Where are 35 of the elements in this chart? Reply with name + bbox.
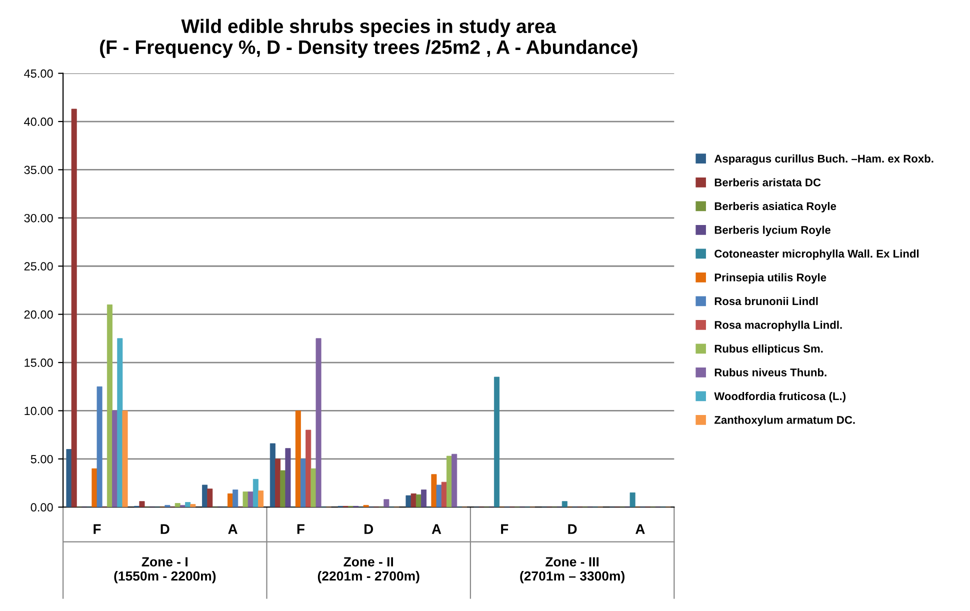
legend-label: Woodfordia fruticosa (L.) bbox=[714, 392, 846, 402]
x-tick-label: D bbox=[364, 524, 374, 534]
x-tick-label: D bbox=[160, 524, 170, 534]
x-tick-label: F bbox=[297, 524, 304, 534]
y-tick-label: 10.00 bbox=[24, 406, 53, 416]
x-tick-label: A bbox=[432, 524, 442, 534]
y-tick-label: 15.00 bbox=[24, 358, 53, 367]
legend-label: Rosa macrophylla Lindl. bbox=[714, 320, 842, 332]
x-tick-label: F bbox=[501, 524, 508, 534]
legend-label: Rosa brunonii Lindl bbox=[714, 296, 818, 306]
legend-label: Berberis asiatica Royle bbox=[714, 202, 836, 212]
legend-label: Rubus niveus Thunb. bbox=[714, 368, 826, 376]
y-tick-label: 40.00 bbox=[24, 118, 53, 126]
y-tick-label: 20.00 bbox=[24, 310, 53, 319]
x-tick-label: D bbox=[568, 524, 577, 534]
text: Zone - II (2201m - 2700m) bbox=[318, 557, 420, 584]
y-tick-label: 30.00 bbox=[24, 214, 53, 222]
y-tick-label: 5.00 bbox=[30, 454, 53, 464]
text: Zone - I (1550m - 2200m) bbox=[114, 557, 216, 584]
legend-label: Berberis lycium Royle bbox=[714, 226, 830, 236]
legend-label: Zanthoxylum armatum DC. bbox=[714, 416, 855, 426]
legend-label: Cotoneaster microphylla Wall. Ex Lindl bbox=[714, 249, 919, 260]
y-tick-label: 0.00 bbox=[30, 503, 53, 512]
legend-label: Prinsepia utilis Royle bbox=[714, 273, 826, 284]
x-tick-label: A bbox=[228, 524, 238, 534]
y-tick-label: 25.00 bbox=[24, 262, 53, 271]
x-tick-label: F bbox=[94, 524, 101, 534]
legend-label: Asparagus curillus Buch. –Ham. ex Roxb. bbox=[714, 154, 934, 165]
text: Zone - III (2701m – 3300m) bbox=[520, 557, 624, 584]
chart-title: Wild edible shrubs species in study area (F - Frequency %, D - Density trees /25m2 , A - Abundance) bbox=[100, 18, 638, 58]
legend-label: Rubus ellipticus Sm. bbox=[714, 344, 823, 355]
y-tick-label: 35.00 bbox=[24, 166, 53, 174]
y-tick-label: 45.00 bbox=[24, 69, 53, 78]
x-tick-label: A bbox=[636, 524, 645, 534]
legend-label: Berberis aristata DC bbox=[714, 178, 821, 186]
